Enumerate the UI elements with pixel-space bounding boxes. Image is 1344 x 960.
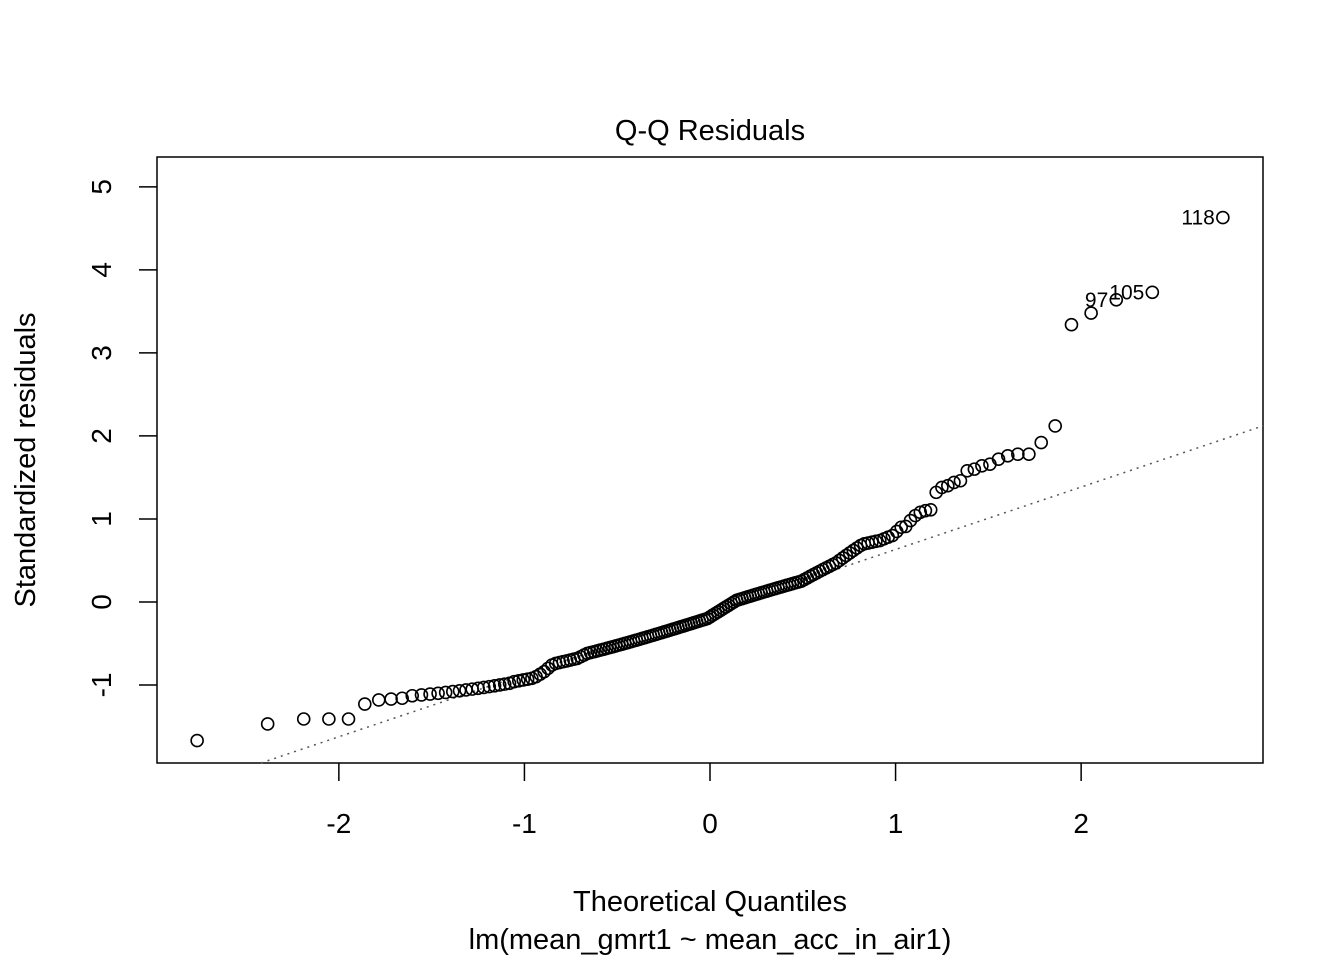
data-point [260,717,275,731]
data-point [967,462,982,476]
data-point [835,551,850,565]
data-point [842,546,857,560]
data-point [832,553,847,568]
y-axis-label: Standardized residuals [10,312,42,607]
data-point [512,674,526,688]
data-point [1216,210,1230,225]
data-point [918,503,933,518]
data-point [953,473,968,488]
data-point [1048,419,1062,433]
data-point [492,678,507,692]
data-point [960,463,975,478]
data-point [507,674,522,689]
y-tick-label: 0 [86,594,117,610]
point-label: 118 [1181,207,1214,230]
data-point [322,712,336,726]
x-axis-label: Theoretical Quantiles [573,886,847,918]
data-point [414,688,429,702]
data-point [445,684,460,699]
data-point [935,480,949,495]
data-point [975,459,989,473]
data-point [497,677,512,691]
y-tick-label: 5 [86,179,117,195]
data-point [487,678,502,693]
data-point [296,712,311,726]
data-point [1109,292,1124,307]
data-point [1084,306,1098,320]
data-point [1000,449,1015,463]
x-tick-label: 1 [888,808,904,839]
data-point [885,528,900,543]
data-point [358,697,372,711]
y-tick-label: 3 [86,345,117,361]
data-point [850,541,864,555]
data-point [431,686,445,701]
point-label: 105 [1109,281,1144,304]
data-point [1034,435,1049,450]
data-point [991,452,1006,466]
data-point [947,475,961,490]
data-point [371,693,386,707]
data-point [476,680,491,695]
y-tick-label: 1 [86,511,117,527]
data-point [846,543,861,558]
chart-title: Q-Q Residuals [615,115,805,147]
data-point [1011,447,1025,461]
y-tick-label: 2 [86,428,117,444]
data-point [482,679,497,694]
reference-line-group [260,425,1264,764]
x-tick-label: -2 [326,808,351,839]
y-tick-label: 4 [86,262,117,278]
data-point [395,691,409,706]
data-point [839,548,854,563]
data-point [190,733,204,748]
data-point [1022,447,1036,461]
data-point [384,692,398,706]
y-tick-label: -1 [86,673,117,698]
data-point [923,503,938,517]
point-label: 97 [1085,289,1108,312]
data-point [438,685,453,700]
plot-frame [156,156,1264,764]
x-tick-label: -1 [512,808,537,839]
qq-reference-line [260,425,1264,764]
x-tick-label: 2 [1073,808,1089,839]
data-point [1064,317,1079,332]
data-point [829,556,843,570]
data-point [1145,285,1160,300]
data-point [894,520,908,535]
data-point [423,687,437,701]
data-point [903,513,918,528]
data-point [405,688,420,703]
data-point [537,664,551,679]
y-axis: -1 0 1 2 3 4 5 [86,179,157,697]
data-point [452,683,467,698]
x-tick-label: 0 [702,808,718,839]
x-axis: -2 -1 0 1 2 [326,763,1089,839]
data-point [341,712,356,726]
chart-subtitle: lm(mean_gmrt1 ~ mean_acc_in_air1) [469,924,952,956]
